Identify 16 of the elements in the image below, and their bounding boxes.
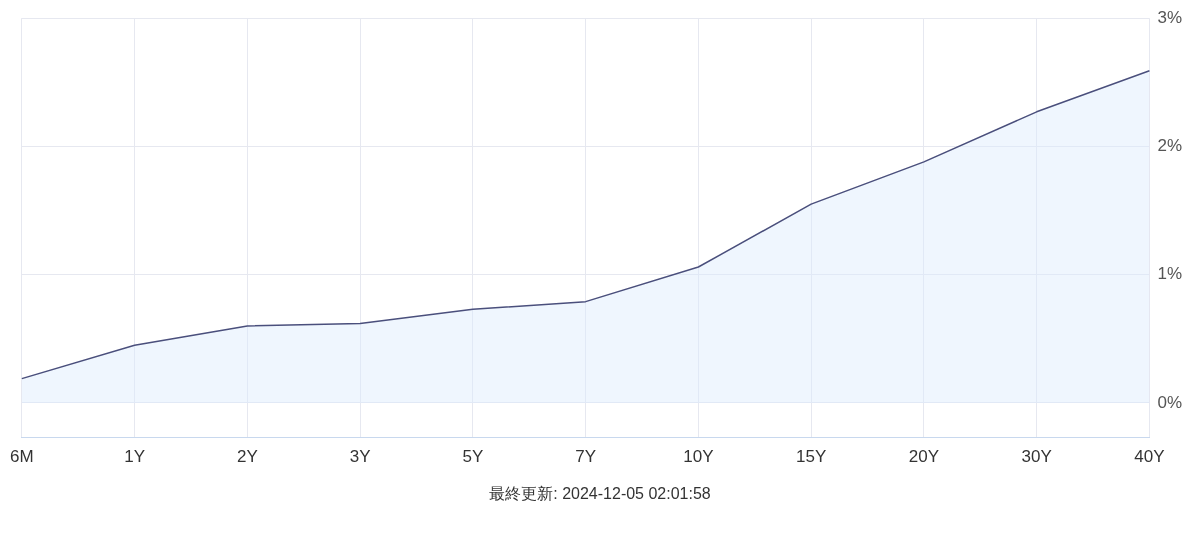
text: 最終更新: 2024-12-05 02:01:58 <box>488 484 712 504</box>
x-tick-label: 2Y <box>236 447 258 467</box>
x-tick-label: 20Y <box>908 447 940 467</box>
x-tick-label: 30Y <box>1021 447 1052 467</box>
x-tick-label: 3Y <box>349 447 371 467</box>
x-tick-label: 7Y <box>575 447 597 467</box>
y-tick-label: 3% <box>1157 7 1183 27</box>
x-tick-label: 5Y <box>462 447 484 467</box>
y-tick-label: 2% <box>1157 136 1183 156</box>
x-tick-label: 40Y <box>1134 447 1165 467</box>
x-tick-label: 1Y <box>124 447 145 467</box>
x-tick-label: 6M <box>10 447 34 467</box>
y-tick-label: 0% <box>1157 392 1183 412</box>
x-tick-label: 10Y <box>683 447 714 467</box>
x-tick-label: 15Y <box>796 447 827 467</box>
y-tick-label: 1% <box>1157 264 1183 284</box>
